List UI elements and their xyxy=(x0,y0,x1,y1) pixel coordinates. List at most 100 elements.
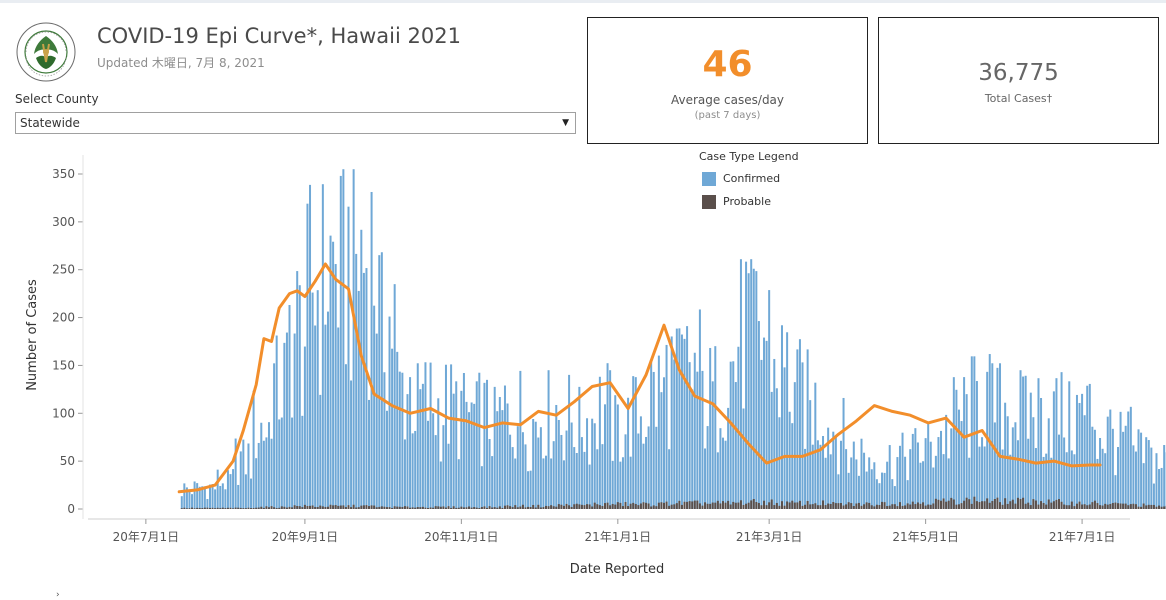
probable-bar[interactable] xyxy=(955,505,957,509)
confirmed-bar[interactable] xyxy=(650,362,652,509)
confirmed-bar[interactable] xyxy=(268,422,270,509)
probable-bar[interactable] xyxy=(471,508,473,509)
probable-bar[interactable] xyxy=(1163,506,1165,509)
confirmed-bar[interactable] xyxy=(509,435,511,509)
confirmed-bar[interactable] xyxy=(745,262,747,509)
probable-bar[interactable] xyxy=(637,505,639,509)
confirmed-bar[interactable] xyxy=(517,426,519,509)
probable-bar[interactable] xyxy=(732,502,734,509)
probable-bar[interactable] xyxy=(1145,505,1147,509)
probable-bar[interactable] xyxy=(204,508,206,509)
probable-bar[interactable] xyxy=(517,507,519,509)
confirmed-bar[interactable] xyxy=(1102,449,1104,509)
confirmed-bar[interactable] xyxy=(271,439,273,509)
probable-bar[interactable] xyxy=(427,508,429,509)
probable-bar[interactable] xyxy=(719,503,721,509)
probable-bar[interactable] xyxy=(578,504,580,509)
confirmed-bar[interactable] xyxy=(589,465,591,509)
probable-bar[interactable] xyxy=(212,508,214,509)
probable-bar[interactable] xyxy=(314,507,316,509)
confirmed-bar[interactable] xyxy=(937,437,939,509)
confirmed-bar[interactable] xyxy=(555,405,557,509)
probable-bar[interactable] xyxy=(802,506,804,509)
probable-bar[interactable] xyxy=(465,507,467,509)
confirmed-bar[interactable] xyxy=(599,377,601,509)
confirmed-bar[interactable] xyxy=(630,457,632,509)
confirmed-bar[interactable] xyxy=(1030,393,1032,509)
probable-bar[interactable] xyxy=(294,505,296,509)
confirmed-bar[interactable] xyxy=(291,418,293,509)
confirmed-bar[interactable] xyxy=(735,382,737,509)
probable-bar[interactable] xyxy=(455,508,457,509)
probable-bar[interactable] xyxy=(450,508,452,509)
confirmed-bar[interactable] xyxy=(755,271,757,509)
confirmed-bar[interactable] xyxy=(914,428,916,509)
confirmed-bar[interactable] xyxy=(222,483,224,509)
probable-bar[interactable] xyxy=(571,507,573,509)
confirmed-bar[interactable] xyxy=(217,470,219,509)
confirmed-bar[interactable] xyxy=(758,321,760,509)
confirmed-bar[interactable] xyxy=(958,410,960,509)
probable-bar[interactable] xyxy=(722,501,724,509)
confirmed-bar[interactable] xyxy=(263,441,265,509)
probable-bar[interactable] xyxy=(473,507,475,509)
confirmed-bar[interactable] xyxy=(340,176,342,509)
confirmed-bar[interactable] xyxy=(1107,417,1109,509)
probable-bar[interactable] xyxy=(725,503,727,509)
confirmed-bar[interactable] xyxy=(853,442,855,509)
confirmed-bar[interactable] xyxy=(612,461,614,509)
confirmed-bar[interactable] xyxy=(868,457,870,509)
probable-bar[interactable] xyxy=(1161,507,1163,509)
probable-bar[interactable] xyxy=(186,508,188,509)
probable-bar[interactable] xyxy=(604,503,606,509)
probable-bar[interactable] xyxy=(740,500,742,509)
confirmed-bar[interactable] xyxy=(1086,386,1088,509)
probable-bar[interactable] xyxy=(630,504,632,509)
confirmed-bar[interactable] xyxy=(478,373,480,509)
confirmed-bar[interactable] xyxy=(437,398,439,509)
probable-bar[interactable] xyxy=(1102,506,1104,509)
probable-bar[interactable] xyxy=(914,504,916,509)
probable-bar[interactable] xyxy=(324,507,326,509)
probable-bar[interactable] xyxy=(1127,505,1129,509)
probable-bar[interactable] xyxy=(837,503,839,509)
probable-bar[interactable] xyxy=(386,507,388,509)
probable-bar[interactable] xyxy=(435,506,437,509)
confirmed-bar[interactable] xyxy=(737,347,739,509)
probable-bar[interactable] xyxy=(291,507,293,509)
confirmed-bar[interactable] xyxy=(286,333,288,509)
probable-bar[interactable] xyxy=(540,507,542,509)
probable-bar[interactable] xyxy=(214,508,216,509)
probable-bar[interactable] xyxy=(373,506,375,509)
confirmed-bar[interactable] xyxy=(717,452,719,509)
probable-bar[interactable] xyxy=(948,501,950,509)
confirmed-bar[interactable] xyxy=(622,457,624,509)
probable-bar[interactable] xyxy=(830,504,832,509)
confirmed-bar[interactable] xyxy=(242,440,244,509)
probable-bar[interactable] xyxy=(840,503,842,509)
probable-bar[interactable] xyxy=(707,504,709,509)
probable-bar[interactable] xyxy=(819,505,821,509)
probable-bar[interactable] xyxy=(1135,504,1137,509)
confirmed-bar[interactable] xyxy=(468,412,470,509)
confirmed-bar[interactable] xyxy=(825,458,827,509)
confirmed-bar[interactable] xyxy=(1055,378,1057,509)
probable-bar[interactable] xyxy=(512,507,514,509)
probable-bar[interactable] xyxy=(768,502,770,509)
confirmed-bar[interactable] xyxy=(648,426,650,509)
probable-bar[interactable] xyxy=(253,508,255,509)
probable-bar[interactable] xyxy=(265,506,267,509)
probable-bar[interactable] xyxy=(412,507,414,509)
probable-bar[interactable] xyxy=(953,499,955,509)
probable-bar[interactable] xyxy=(881,502,883,509)
probable-bar[interactable] xyxy=(483,506,485,509)
confirmed-bar[interactable] xyxy=(1148,440,1150,509)
confirmed-bar[interactable] xyxy=(855,459,857,509)
probable-bar[interactable] xyxy=(1086,505,1088,509)
probable-bar[interactable] xyxy=(424,508,426,509)
confirmed-bar[interactable] xyxy=(247,443,249,509)
confirmed-bar[interactable] xyxy=(796,349,798,509)
confirmed-bar[interactable] xyxy=(804,449,806,509)
confirmed-bar[interactable] xyxy=(699,309,701,509)
confirmed-bar[interactable] xyxy=(1145,437,1147,509)
